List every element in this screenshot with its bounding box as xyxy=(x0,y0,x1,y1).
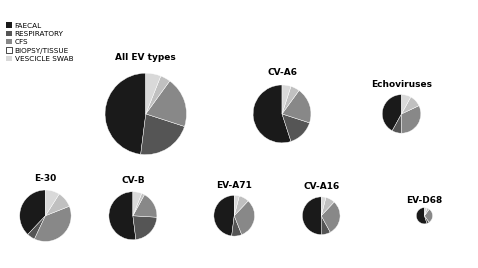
Wedge shape xyxy=(303,197,321,234)
Wedge shape xyxy=(34,206,71,241)
Wedge shape xyxy=(28,216,45,239)
Wedge shape xyxy=(234,195,239,216)
Title: EV-A71: EV-A71 xyxy=(216,181,252,189)
Legend: FAECAL, RESPIRATORY, CFS, BIOPSY/TISSUE, VESCICLE SWAB: FAECAL, RESPIRATORY, CFS, BIOPSY/TISSUE,… xyxy=(6,22,73,62)
Wedge shape xyxy=(424,209,433,222)
Wedge shape xyxy=(402,97,419,114)
Wedge shape xyxy=(234,201,255,235)
Wedge shape xyxy=(20,190,45,234)
Wedge shape xyxy=(253,85,291,143)
Wedge shape xyxy=(282,114,310,142)
Wedge shape xyxy=(424,208,427,216)
Wedge shape xyxy=(282,91,311,123)
Title: CV-A16: CV-A16 xyxy=(303,183,339,191)
Wedge shape xyxy=(282,85,291,114)
Wedge shape xyxy=(382,95,402,131)
Title: Echoviruses: Echoviruses xyxy=(371,80,432,89)
Title: E-30: E-30 xyxy=(34,174,56,183)
Wedge shape xyxy=(321,198,334,216)
Title: EV-D68: EV-D68 xyxy=(406,196,443,205)
Wedge shape xyxy=(282,86,299,114)
Wedge shape xyxy=(146,76,170,114)
Wedge shape xyxy=(133,193,144,216)
Wedge shape xyxy=(402,106,421,133)
Wedge shape xyxy=(45,190,59,216)
Wedge shape xyxy=(392,114,402,133)
Wedge shape xyxy=(109,192,136,240)
Title: CV-B: CV-B xyxy=(121,176,145,185)
Title: CV-A6: CV-A6 xyxy=(267,68,297,77)
Wedge shape xyxy=(321,216,330,234)
Title: All EV types: All EV types xyxy=(115,53,176,62)
Wedge shape xyxy=(232,216,242,236)
Wedge shape xyxy=(321,202,340,232)
Wedge shape xyxy=(424,208,429,216)
Wedge shape xyxy=(133,216,157,240)
Wedge shape xyxy=(105,73,146,154)
Wedge shape xyxy=(214,195,234,236)
Wedge shape xyxy=(45,194,69,216)
Wedge shape xyxy=(234,196,248,216)
Wedge shape xyxy=(133,192,141,216)
Wedge shape xyxy=(416,208,427,224)
Wedge shape xyxy=(146,81,186,126)
Wedge shape xyxy=(146,73,161,114)
Wedge shape xyxy=(133,195,157,217)
Wedge shape xyxy=(141,114,185,155)
Wedge shape xyxy=(321,197,326,216)
Wedge shape xyxy=(402,95,411,114)
Wedge shape xyxy=(424,216,429,224)
